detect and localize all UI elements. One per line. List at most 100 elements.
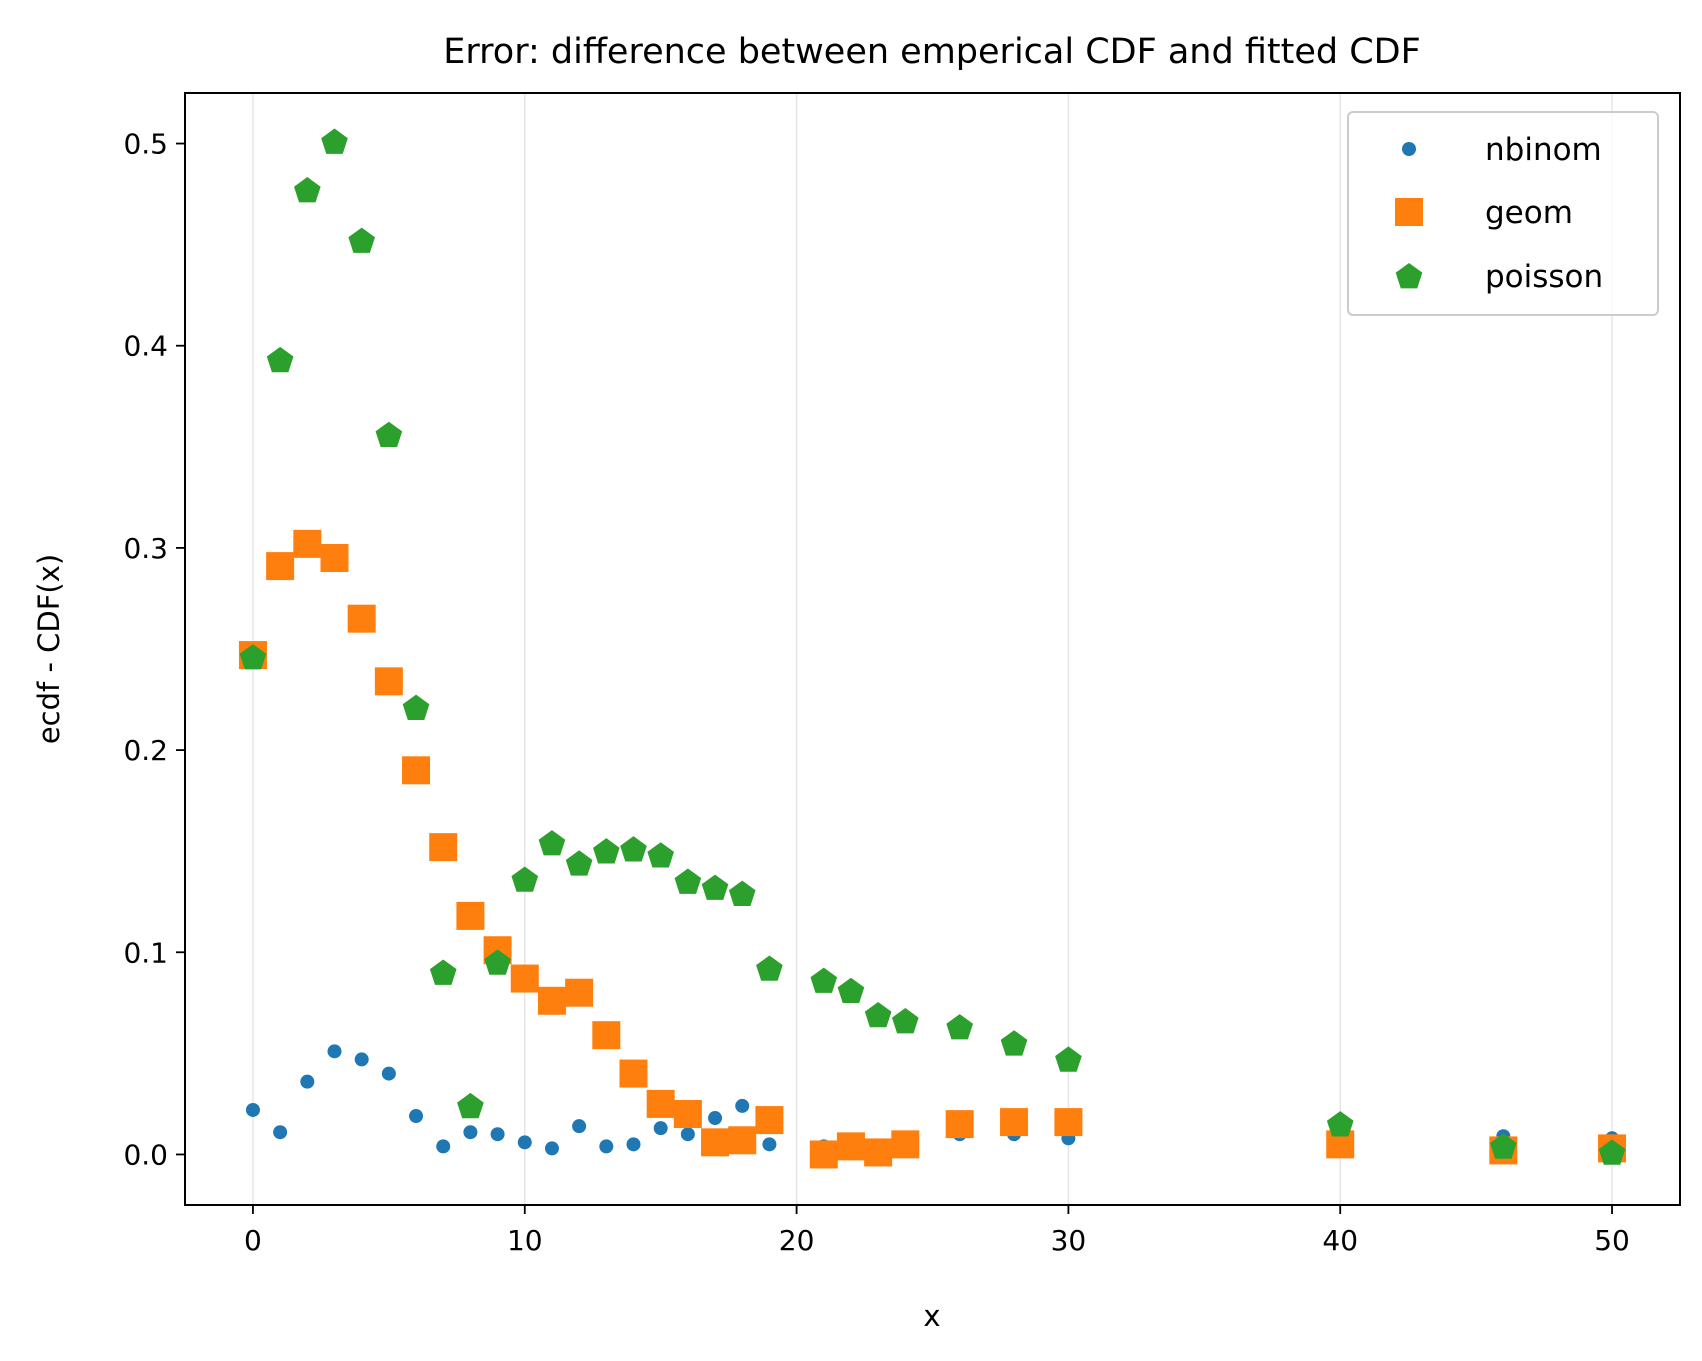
data-point-geom	[592, 1021, 621, 1050]
data-point-nbinom	[544, 1141, 559, 1156]
data-point-poisson	[538, 830, 566, 856]
data-point-geom	[402, 756, 431, 785]
data-point-poisson	[756, 955, 783, 981]
y-tick-label: 0.1	[123, 936, 168, 969]
data-point-geom	[266, 552, 295, 581]
data-point-poisson	[810, 967, 838, 993]
data-point-geom	[320, 544, 349, 573]
data-point-nbinom	[327, 1044, 342, 1059]
x-tick-label: 0	[244, 1224, 262, 1257]
legend-label-geom: geom	[1485, 195, 1573, 231]
data-point-nbinom	[245, 1102, 260, 1117]
data-point-poisson	[565, 850, 593, 876]
x-tick-label: 40	[1322, 1224, 1358, 1257]
data-point-geom	[456, 901, 485, 930]
data-point-nbinom	[735, 1098, 750, 1113]
data-point-geom	[864, 1138, 893, 1167]
data-point-poisson	[1000, 1030, 1028, 1056]
legend: nbinom geom poisson	[1347, 111, 1659, 316]
data-point-nbinom	[708, 1111, 723, 1126]
y-tick-label: 0.2	[123, 734, 168, 767]
data-point-nbinom	[762, 1137, 777, 1152]
data-point-nbinom	[381, 1066, 396, 1081]
data-point-poisson	[647, 842, 674, 868]
data-point-poisson	[946, 1014, 973, 1040]
x-tick-label: 10	[507, 1224, 543, 1257]
data-point-poisson	[266, 346, 294, 373]
plot-area-frame	[184, 92, 1681, 1206]
x-tick-label: 20	[779, 1224, 815, 1257]
data-point-poisson	[701, 874, 729, 900]
data-point-poisson	[457, 1092, 484, 1119]
data-point-poisson	[294, 177, 321, 203]
y-tick-label: 0.3	[123, 532, 168, 565]
data-point-poisson	[620, 836, 647, 862]
legend-marker-poisson	[1395, 263, 1423, 289]
data-point-poisson	[239, 644, 267, 670]
chart-title: Error: difference between emperical CDF …	[443, 32, 1420, 72]
data-point-geom	[293, 529, 322, 558]
data-point-geom	[836, 1132, 865, 1161]
data-point-geom	[945, 1110, 974, 1139]
y-tick-label: 0.5	[123, 128, 168, 161]
data-point-nbinom	[273, 1125, 288, 1140]
data-point-geom	[701, 1128, 730, 1157]
data-point-nbinom	[517, 1135, 532, 1150]
data-point-geom	[619, 1059, 648, 1088]
data-point-poisson	[674, 868, 702, 894]
grid	[252, 93, 1613, 1205]
x-axis-label: x	[923, 1299, 940, 1333]
legend-marker-nbinom	[1402, 142, 1416, 156]
data-point-nbinom	[354, 1052, 369, 1067]
data-point-poisson	[484, 949, 511, 975]
data-point-nbinom	[436, 1139, 451, 1154]
data-point-geom	[565, 978, 594, 1007]
data-point-geom	[510, 964, 539, 993]
data-point-geom	[673, 1100, 702, 1129]
data-point-nbinom	[572, 1119, 587, 1134]
data-point-geom	[891, 1130, 920, 1159]
data-point-nbinom	[463, 1125, 478, 1140]
data-point-poisson	[864, 1001, 892, 1028]
data-point-geom	[429, 833, 458, 862]
legend-label-nbinom: nbinom	[1485, 132, 1602, 168]
data-point-poisson	[402, 694, 430, 720]
data-point-poisson	[1598, 1139, 1626, 1165]
data-point-nbinom	[626, 1137, 641, 1152]
y-tick-label: 0.4	[123, 330, 168, 363]
x-tick-label: 50	[1594, 1224, 1630, 1257]
y-tick-label: 0.0	[123, 1138, 168, 1171]
data-point-poisson	[348, 227, 375, 253]
data-point-geom	[347, 604, 376, 633]
data-markers	[238, 128, 1627, 1169]
data-point-geom	[1054, 1108, 1083, 1137]
legend-marker-geom	[1395, 198, 1423, 226]
data-point-nbinom	[490, 1127, 505, 1142]
data-point-nbinom	[680, 1127, 695, 1142]
data-point-poisson	[593, 838, 620, 864]
data-point-poisson	[1055, 1046, 1082, 1072]
data-point-geom	[809, 1140, 838, 1169]
data-point-geom	[537, 986, 566, 1015]
data-point-poisson	[375, 421, 403, 448]
data-point-nbinom	[300, 1074, 315, 1089]
data-point-nbinom	[599, 1139, 614, 1154]
data-point-poisson	[892, 1008, 919, 1034]
axis-ticks: 0 10 20 30 40 50 0.0 0.1 0.2 0.3 0.4 0.5	[123, 128, 1629, 1257]
data-point-geom	[374, 667, 403, 696]
data-point-poisson	[1490, 1133, 1517, 1159]
data-point-geom	[646, 1089, 675, 1118]
legend-markers	[1395, 142, 1423, 289]
data-point-nbinom	[653, 1121, 668, 1136]
data-point-geom	[1000, 1108, 1029, 1137]
legend-label-poisson: poisson	[1485, 259, 1603, 295]
data-point-poisson	[837, 977, 865, 1004]
data-point-poisson	[429, 959, 457, 985]
data-point-poisson	[1326, 1111, 1354, 1137]
data-point-poisson	[321, 128, 348, 154]
data-point-nbinom	[409, 1109, 424, 1124]
data-point-poisson	[728, 880, 756, 906]
x-tick-label: 30	[1051, 1224, 1087, 1257]
legend-box	[1347, 111, 1659, 316]
